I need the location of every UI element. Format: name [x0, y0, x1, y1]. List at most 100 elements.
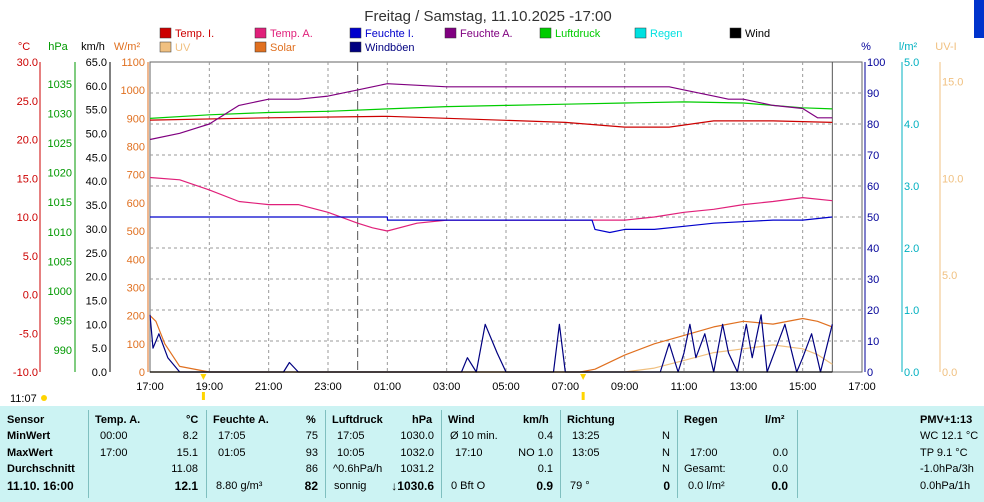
axis-tick-lm2: 3.0 [904, 181, 919, 193]
pmv-wc: WC 12.1 °C [920, 430, 979, 442]
wind-max-value: NO 1.0 [518, 447, 553, 459]
press-forecast: sonnig [334, 480, 367, 492]
legend-label: Windböen [365, 42, 415, 54]
clock-sun-icon [41, 395, 47, 401]
x-tick-label: 17:00 [848, 381, 876, 393]
rain-title: Regen [684, 414, 718, 426]
legend-label: Wind [745, 28, 770, 40]
axis-tick-hpa: 1000 [48, 286, 72, 298]
axis-tick-kmh: 65.0 [86, 57, 107, 69]
window-scroll-marker [974, 0, 984, 38]
rain-current-text: 0.0 l/m² [688, 480, 725, 492]
legend-swatch [634, 27, 647, 39]
legend-swatch [254, 41, 267, 53]
axis-tick-wm2: 1100 [121, 57, 145, 69]
axis-tick-c: 15.0 [17, 173, 38, 185]
sunrise-bar [581, 392, 585, 400]
legend-swatch [444, 27, 457, 39]
legend-swatch [159, 41, 172, 53]
axis-tick-wm2: 500 [127, 226, 145, 238]
wind-avg-label: Ø 10 min. [450, 430, 498, 442]
wind-current-value: 0.9 [536, 479, 553, 493]
hum-max-time: 01:05 [218, 447, 246, 459]
axis-tick-hpa: 1020 [48, 168, 72, 180]
rain-max-time: 17:00 [690, 447, 718, 459]
axis-tick-hpa: 1030 [48, 109, 72, 121]
temp-max-value: 15.1 [176, 447, 198, 459]
temp-unit: °C [186, 414, 199, 426]
wind-avg10-value: 0.4 [537, 430, 553, 442]
rain-total-value: 0.0 [772, 463, 788, 475]
axis-tick-kmh: 45.0 [86, 152, 107, 164]
x-tick-label: 09:00 [611, 381, 639, 393]
axis-tick-hpa: 1010 [48, 227, 72, 239]
press-min-time: 17:05 [337, 430, 365, 442]
axis-tick-lm2: 2.0 [904, 243, 919, 255]
axis-tick-c: 5.0 [23, 251, 38, 263]
press-current-value: ↓1030.6 [391, 479, 434, 493]
x-tick-label: 17:00 [136, 381, 164, 393]
legend-swatch [349, 41, 362, 53]
temp-current-value: 12.1 [174, 479, 198, 493]
x-tick-label: 19:00 [196, 381, 224, 393]
chart-title: Freitag / Samstag, 11.10.2025 -17:00 [364, 8, 611, 25]
legend-label: Regen [650, 28, 682, 40]
x-tick-label: 03:00 [433, 381, 461, 393]
axis-unit-lm2: l/m² [899, 41, 918, 53]
current-timestamp: 11.10. 16:00 [7, 479, 74, 493]
rain-current-value: 0.0 [771, 479, 788, 493]
axis-tick-pct: 40 [867, 243, 879, 255]
dir-max-time: 13:05 [572, 447, 600, 459]
legend-label: Solar [270, 42, 296, 54]
x-tick-label: 05:00 [492, 381, 520, 393]
dir-avg-value: N [662, 463, 670, 475]
row-label-min: MinWert [7, 430, 51, 442]
axis-tick-pct: 30 [867, 274, 879, 286]
hum-avg-value: 86 [305, 463, 318, 475]
axis-tick-pct: 0 [867, 367, 873, 379]
axis-tick-wm2: 600 [127, 198, 145, 210]
axis-tick-uv: 10.0 [942, 173, 963, 185]
axis-tick-c: -10.0 [13, 367, 38, 379]
axis-tick-kmh: 40.0 [86, 176, 107, 188]
axis-tick-lm2: 4.0 [904, 119, 919, 131]
axis-tick-uv: 15.0 [942, 76, 963, 88]
axis-tick-lm2: 5.0 [904, 57, 919, 69]
x-tick-label: 21:00 [255, 381, 283, 393]
legend-label: UV [175, 42, 191, 54]
dir-max-value: N [662, 447, 670, 459]
series-feuchte-i- [149, 216, 833, 234]
series-temp-i- [149, 115, 833, 128]
axis-tick-uv: 5.0 [942, 270, 957, 282]
sunset-marker [200, 374, 207, 380]
axis-tick-c: 0.0 [23, 290, 38, 302]
legend-swatch [539, 27, 552, 39]
legend-swatch [159, 27, 172, 39]
press-trend: ^0.6hPa/h [333, 463, 383, 475]
axis-unit-wm2: W/m² [114, 41, 141, 53]
dir-min-value: N [662, 430, 670, 442]
rain-unit: l/m² [765, 414, 785, 426]
weather-chart: Freitag / Samstag, 11.10.2025 -17:00 17:0… [10, 0, 984, 405]
axis-tick-c: 20.0 [17, 135, 38, 147]
axis-tick-c: 30.0 [17, 57, 38, 69]
axis-tick-lm2: 0.0 [904, 367, 919, 379]
wind-bft: 0 Bft O [451, 480, 486, 492]
hum-title: Feuchte A. [213, 414, 269, 426]
press-max-time: 10:05 [337, 447, 365, 459]
series-luftdruck [149, 101, 833, 119]
axis-tick-uv: 0.0 [942, 367, 957, 379]
series-solar [149, 315, 833, 373]
pmv-trend3h: -1.0hPa/3h [920, 463, 974, 475]
axis-tick-kmh: 0.0 [92, 367, 107, 379]
axis-tick-hpa: 1025 [48, 138, 72, 150]
axis-tick-pct: 90 [867, 88, 879, 100]
sunset-bar [201, 392, 205, 400]
pmv-tp: TP 9.1 °C [920, 447, 968, 459]
legend-label: Temp. A. [270, 28, 313, 40]
x-tick-label: 15:00 [789, 381, 817, 393]
axis-tick-hpa: 1005 [48, 256, 72, 268]
axis-tick-kmh: 5.0 [92, 343, 107, 355]
x-tick-label: 13:00 [730, 381, 758, 393]
axis-tick-kmh: 10.0 [86, 319, 107, 331]
